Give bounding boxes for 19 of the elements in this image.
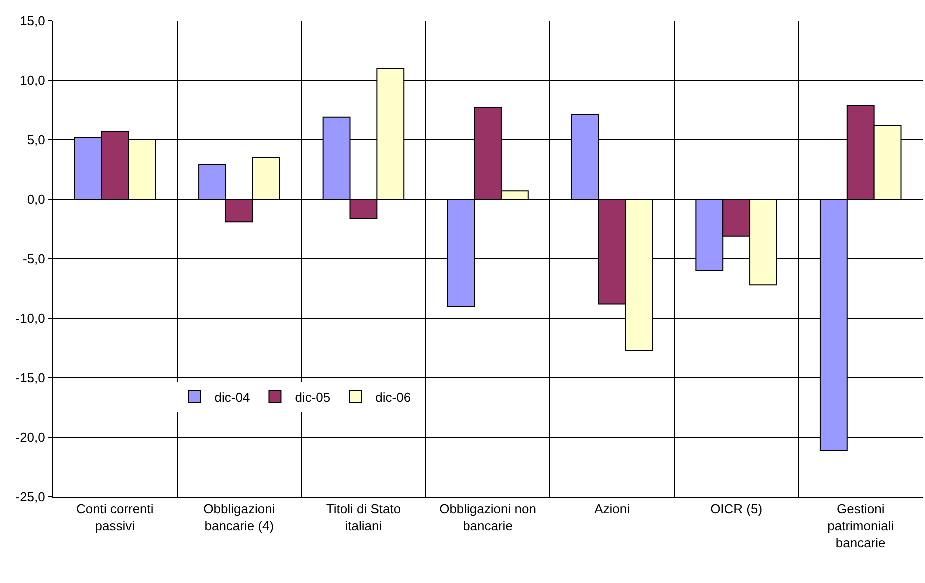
x-tick-label: OICR (5)	[710, 502, 763, 517]
legend-label: dic-04	[214, 390, 250, 406]
x-tick-label: Conti correnti passivi	[76, 502, 154, 534]
x-tick-label: Titoli di Stato italiani	[326, 502, 402, 534]
y-tick-label: 15,0	[20, 14, 46, 29]
y-tick-label: 10,0	[20, 73, 46, 88]
y-tick-label: 0,0	[27, 192, 46, 208]
y-tick-label: -15,0	[16, 370, 46, 386]
y-tick-label: 5,0	[27, 132, 46, 148]
x-tick-label: Obbligazioni bancarie (4)	[204, 502, 276, 534]
x-tick-label: Azioni	[594, 502, 630, 517]
x-tick-label: Gestioni patrimoniali bancarie	[828, 502, 894, 550]
y-tick-label: -10,0	[16, 311, 46, 326]
x-tick-label: Obbligazioni non bancarie	[440, 502, 536, 534]
legend-label: dic-05	[295, 390, 331, 406]
y-tick-label: -20,0	[16, 430, 46, 446]
y-tick-label: -25,0	[16, 490, 46, 505]
y-tick-label: -5,0	[22, 252, 46, 267]
legend-label: dic-06	[376, 390, 412, 406]
